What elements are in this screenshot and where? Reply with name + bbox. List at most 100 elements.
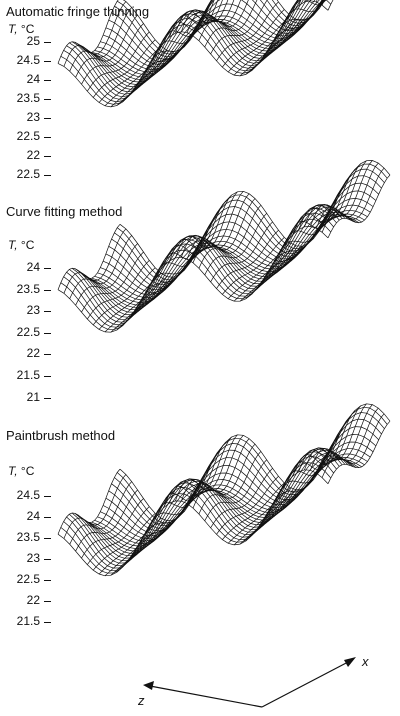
mesh-line-v [175,434,238,502]
mesh-line-u [63,212,334,328]
mesh-line-v [69,7,132,72]
mesh-line-v [304,403,367,470]
mesh-line-v [169,436,232,504]
mesh-line-v [269,0,323,48]
chart-3-tick-label: 22 [26,593,40,607]
chart-3-tick-mark [44,601,51,602]
z-axis-line [149,685,263,708]
chart-1-title: Automatic fringe thinning [6,4,150,19]
chart-2-tick-mark [44,376,51,377]
chart-2-tick-mark [44,354,51,356]
mesh-line-v [186,438,250,504]
mesh-line-v [169,0,219,38]
chart-3-surface [57,403,391,577]
chart-1-tick-mark [44,42,51,43]
mesh-line-v [222,482,285,540]
chart-2-tick-mark [44,311,51,313]
chart-1-tick-label: 22.5 [16,167,40,181]
axes-indicator [143,657,356,708]
z-axis-label: z [138,693,145,708]
mesh-line-v [210,221,273,283]
mesh-line-v [98,517,162,575]
mesh-line-v [139,241,203,302]
mesh-line-v [280,427,344,491]
mesh-line-v [222,237,285,295]
mesh-line-v [280,187,344,251]
mesh-line-u [83,211,354,311]
chart-1-tick-mark [44,80,51,81]
mesh-line-v [57,0,119,64]
chart-1-tick-mark [44,118,51,119]
mesh-line-v [75,489,138,552]
mesh-line-v [233,19,297,76]
chart-3-tick-mark [44,580,51,581]
mesh-line-v [227,487,291,544]
mesh-line-v [69,235,132,299]
chart-1-tick-mark [44,156,51,157]
chart-3-tick-mark [44,559,51,560]
chart-1-tick-label: 24.5 [16,53,40,67]
chart-2-tick-label: 21 [26,389,40,404]
mesh-line-v [216,229,279,289]
chart-3-tick-label: 21.5 [16,614,40,628]
mesh-line-v [63,228,127,294]
mesh-line-u [122,0,326,53]
mesh-line-v [175,191,238,259]
mesh-line-v [81,23,144,85]
mesh-line-v [210,468,273,528]
mesh-line-u [105,434,377,534]
mesh-line-v [227,15,291,73]
mesh-line-v [310,404,373,471]
mesh-line-v [204,459,267,521]
mesh-line-v [81,251,144,313]
mesh-line-v [151,219,215,283]
mesh-line-v [274,198,338,260]
mesh-line-v [163,441,226,508]
mesh-line-v [292,169,356,235]
mesh-line-v [298,405,361,472]
mesh-line-v [110,276,174,333]
chart-1-tick-label: 25 [26,34,40,48]
chart-1-y-label: T, °C [8,22,35,36]
chart-1-surface [57,0,334,108]
mesh-line-v [274,0,323,38]
mesh-line-v [280,0,325,29]
chart-2-tick-label: 23 [26,303,40,318]
mesh-line-v [87,31,150,92]
mesh-line-v [298,163,361,230]
mesh-line-v [321,413,385,478]
mesh-line-v [327,420,391,484]
chart-2-tick-mark [44,332,51,334]
chart-2-tick-label: 21.5 [16,368,40,382]
chart-2-y-label: T, °C [8,238,35,252]
chart-1-tick-label: 22 [26,148,40,162]
mesh-line-v [204,0,258,48]
mesh-line-v [216,476,279,535]
mesh-line-v [192,198,256,263]
mesh-line-u [63,0,299,103]
mesh-line-v [63,474,127,539]
mesh-line-u [108,0,323,63]
mesh-line-v [116,50,179,106]
mesh-line-v [87,506,150,565]
mesh-line-v [87,260,150,320]
mesh-line-u [114,0,324,58]
chart-2-tick-label: 22 [26,346,40,361]
x-arrow-icon [344,657,356,667]
mesh-line-v [169,194,232,262]
mesh-line-v [204,213,267,276]
mesh-line-v [81,498,144,559]
mesh-line-v [233,245,297,302]
chart-2-tick-mark [44,268,51,269]
chart-2-title: Curve fitting method [6,204,123,219]
chart-3-tick-label: 23.5 [16,530,40,544]
mesh-line-u [97,209,368,298]
chart-2-tick-label: 23.5 [16,281,40,296]
mesh-line-v [239,20,303,77]
x-axis-label: x [362,654,369,669]
mesh-line-u [102,0,324,68]
mesh-line-v [98,45,162,103]
mesh-line-v [75,243,138,306]
chart-3-tick-label: 24.5 [16,488,40,502]
mesh-line-v [151,459,215,523]
